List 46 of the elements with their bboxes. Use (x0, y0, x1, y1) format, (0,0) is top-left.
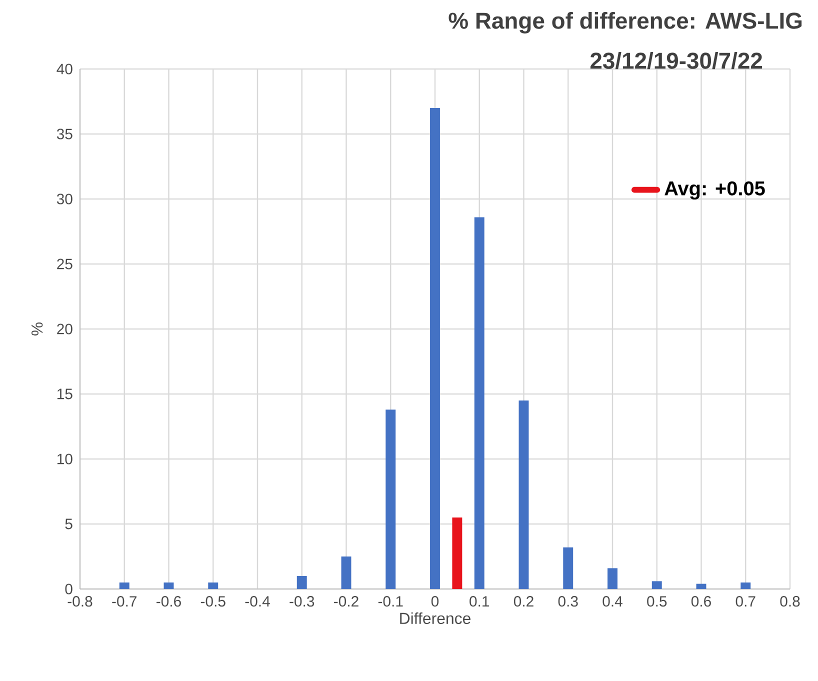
x-tick-label: -0.1 (378, 596, 403, 607)
y-tick-label: 30 (56, 194, 72, 204)
x-tick-label: -0.4 (245, 596, 270, 607)
y-tick-label: 15 (57, 388, 72, 400)
bar (208, 582, 218, 589)
x-tick-label: 0.8 (780, 596, 800, 607)
y-axis-title: % (32, 322, 43, 336)
x-tick-label: 0.2 (514, 596, 534, 607)
chart-subtitle: 23/12/19-30/7/22 (590, 52, 762, 70)
x-tick-label: -0.5 (200, 596, 226, 607)
x-tick-label: -0.6 (156, 596, 181, 607)
x-tick-label: -0.7 (112, 596, 136, 607)
bar (518, 400, 529, 589)
x-tick-label: -0.2 (334, 596, 358, 607)
bar (563, 547, 574, 589)
y-tick-label: 10 (57, 454, 72, 464)
x-tick-label: 0.4 (602, 596, 622, 607)
bar (341, 556, 352, 589)
x-tick-label: -0.3 (290, 596, 314, 607)
bar (430, 108, 440, 589)
x-tick-label: 0 (431, 596, 439, 607)
bar (608, 568, 618, 589)
y-tick-label: 40 (56, 64, 72, 74)
x-tick-label: 0.6 (691, 596, 711, 607)
bar (696, 584, 706, 589)
bar (452, 518, 462, 589)
y-tick-label: 0 (65, 584, 72, 594)
bar (386, 410, 396, 589)
y-tick-label: 35 (56, 128, 72, 140)
x-tick-label: 0.1 (470, 596, 490, 607)
legend-label: Avg: +0.05 (664, 181, 765, 200)
bar (652, 581, 662, 589)
x-tick-label: 0.7 (736, 596, 756, 607)
x-tick-label: -0.8 (68, 596, 92, 607)
bar (474, 217, 484, 589)
y-tick-label: 5 (65, 518, 72, 530)
x-tick-label: 0.3 (558, 596, 578, 607)
bar (164, 582, 174, 589)
chart-title: % Range of difference: AWS-LIG (448, 12, 802, 34)
bar (119, 582, 130, 589)
y-tick-label: 25 (57, 258, 72, 270)
y-tick-label: 20 (57, 324, 72, 334)
x-axis-title: Difference (400, 612, 470, 624)
x-tick-label: 0.5 (647, 596, 667, 607)
bar (740, 582, 751, 589)
bar (296, 576, 307, 589)
